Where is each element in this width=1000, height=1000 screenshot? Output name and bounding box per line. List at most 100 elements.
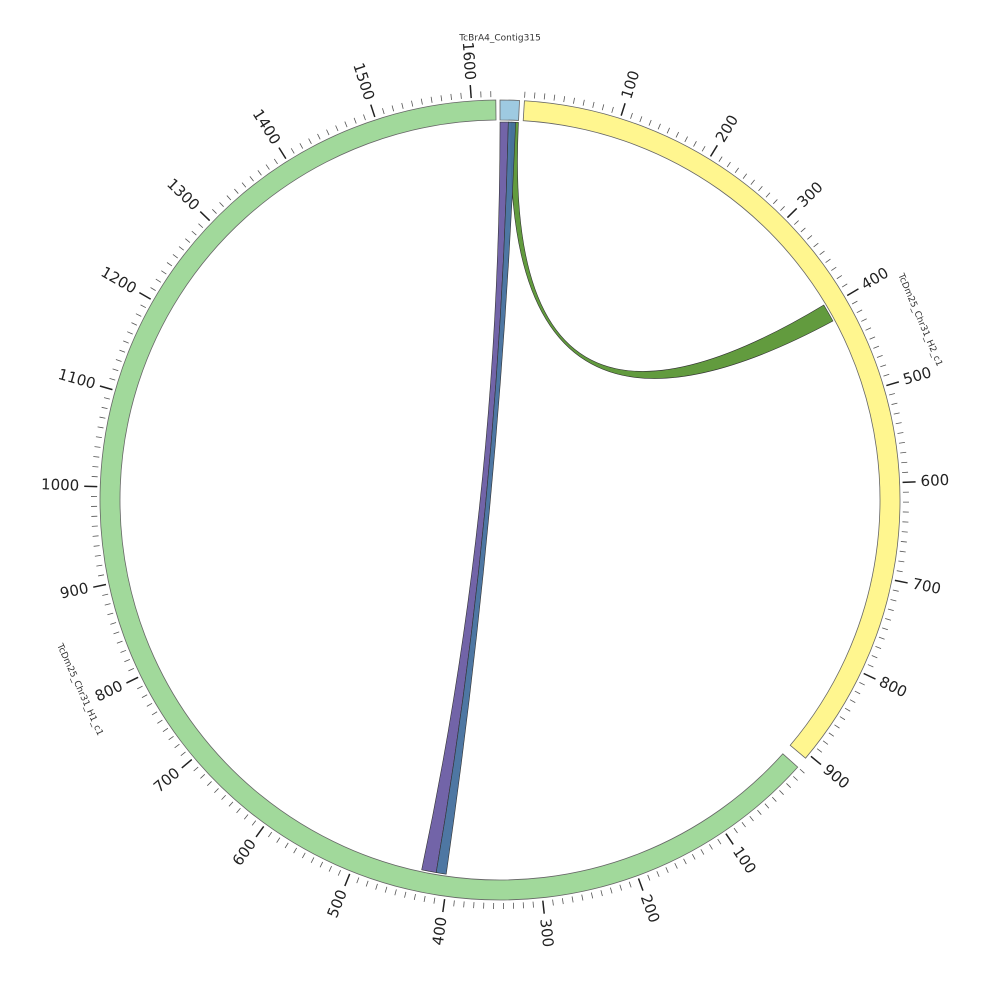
minor-tick xyxy=(657,123,661,130)
tick-label: 100 xyxy=(618,68,644,101)
minor-tick xyxy=(401,102,404,109)
minor-tick xyxy=(813,242,819,248)
minor-tick xyxy=(365,880,369,887)
minor-tick xyxy=(207,781,212,786)
minor-tick xyxy=(873,345,880,349)
minor-tick xyxy=(831,266,837,271)
tick-label: 500 xyxy=(901,363,934,388)
major-tick xyxy=(725,833,734,845)
major-tick xyxy=(255,826,265,838)
minor-tick xyxy=(221,794,226,800)
minor-tick xyxy=(630,112,633,119)
minor-tick xyxy=(683,858,687,865)
minor-tick xyxy=(561,898,564,905)
major-tick xyxy=(863,672,876,680)
minor-tick xyxy=(344,121,348,128)
minor-tick xyxy=(110,622,117,625)
segment-arc xyxy=(99,99,799,901)
minor-tick xyxy=(172,254,178,259)
minor-tick xyxy=(757,809,762,815)
minor-tick xyxy=(404,891,407,898)
minor-tick xyxy=(896,570,903,573)
minor-tick xyxy=(878,636,885,640)
minor-tick xyxy=(113,631,120,635)
minor-tick xyxy=(191,230,197,236)
minor-tick xyxy=(571,896,574,903)
minor-tick xyxy=(750,179,755,185)
minor-tick xyxy=(430,96,433,103)
minor-tick xyxy=(356,877,360,884)
minor-tick xyxy=(131,322,138,326)
minor-tick xyxy=(666,127,670,134)
minor-tick xyxy=(875,646,882,649)
minor-tick xyxy=(128,668,135,672)
minor-tick xyxy=(799,768,805,774)
major-tick xyxy=(469,85,472,99)
minor-tick xyxy=(115,359,122,362)
minor-tick xyxy=(123,340,129,344)
minor-tick xyxy=(243,814,249,820)
minor-tick xyxy=(420,98,423,105)
major-tick xyxy=(138,291,152,300)
minor-tick xyxy=(137,685,143,690)
tick-label: 100 xyxy=(729,843,760,877)
major-tick xyxy=(442,899,446,913)
minor-tick xyxy=(99,416,106,419)
minor-tick xyxy=(109,377,116,381)
minor-tick xyxy=(543,93,546,100)
minor-tick xyxy=(212,209,217,214)
minor-tick xyxy=(610,887,613,894)
minor-tick xyxy=(819,250,825,255)
minor-tick xyxy=(779,790,784,795)
tick-label: 300 xyxy=(536,918,557,948)
minor-tick xyxy=(363,114,366,121)
minor-tick xyxy=(104,603,111,606)
minor-tick xyxy=(592,101,595,108)
minor-tick xyxy=(895,422,902,425)
tick-label: 400 xyxy=(429,916,451,947)
minor-tick xyxy=(463,901,465,908)
minor-tick xyxy=(867,664,874,668)
minor-tick xyxy=(825,258,831,263)
minor-tick xyxy=(887,608,894,612)
major-tick xyxy=(199,211,211,222)
minor-tick xyxy=(450,93,452,100)
minor-tick xyxy=(882,627,888,631)
tick-label: 200 xyxy=(637,892,664,925)
tick-label: 1000 xyxy=(41,475,80,494)
minor-tick xyxy=(573,97,575,104)
minor-tick xyxy=(898,560,905,563)
minor-tick xyxy=(124,659,131,663)
minor-tick xyxy=(241,182,247,188)
minor-tick xyxy=(101,406,108,410)
minor-tick xyxy=(326,129,330,136)
minor-tick xyxy=(891,402,898,405)
minor-tick xyxy=(865,327,872,331)
minor-tick xyxy=(249,176,254,182)
major-tick xyxy=(886,381,900,387)
minor-tick xyxy=(423,895,426,902)
minor-tick xyxy=(674,862,678,869)
minor-tick xyxy=(94,446,101,448)
tick-label: 700 xyxy=(150,764,184,796)
major-tick xyxy=(99,385,113,391)
major-tick xyxy=(709,144,718,157)
minor-tick xyxy=(284,842,289,849)
minor-tick xyxy=(308,138,312,145)
links xyxy=(421,121,834,875)
minor-tick xyxy=(92,535,99,537)
minor-tick xyxy=(828,732,835,737)
minor-tick xyxy=(876,355,883,358)
minor-tick xyxy=(885,618,892,621)
minor-tick xyxy=(701,145,706,152)
minor-tick xyxy=(337,869,341,876)
minor-tick xyxy=(628,881,632,888)
minor-tick xyxy=(742,173,748,179)
minor-tick xyxy=(897,432,904,434)
minor-tick xyxy=(146,702,153,707)
major-tick xyxy=(370,104,376,118)
minor-tick xyxy=(226,195,232,201)
minor-tick xyxy=(648,119,652,126)
minor-tick xyxy=(96,564,103,567)
